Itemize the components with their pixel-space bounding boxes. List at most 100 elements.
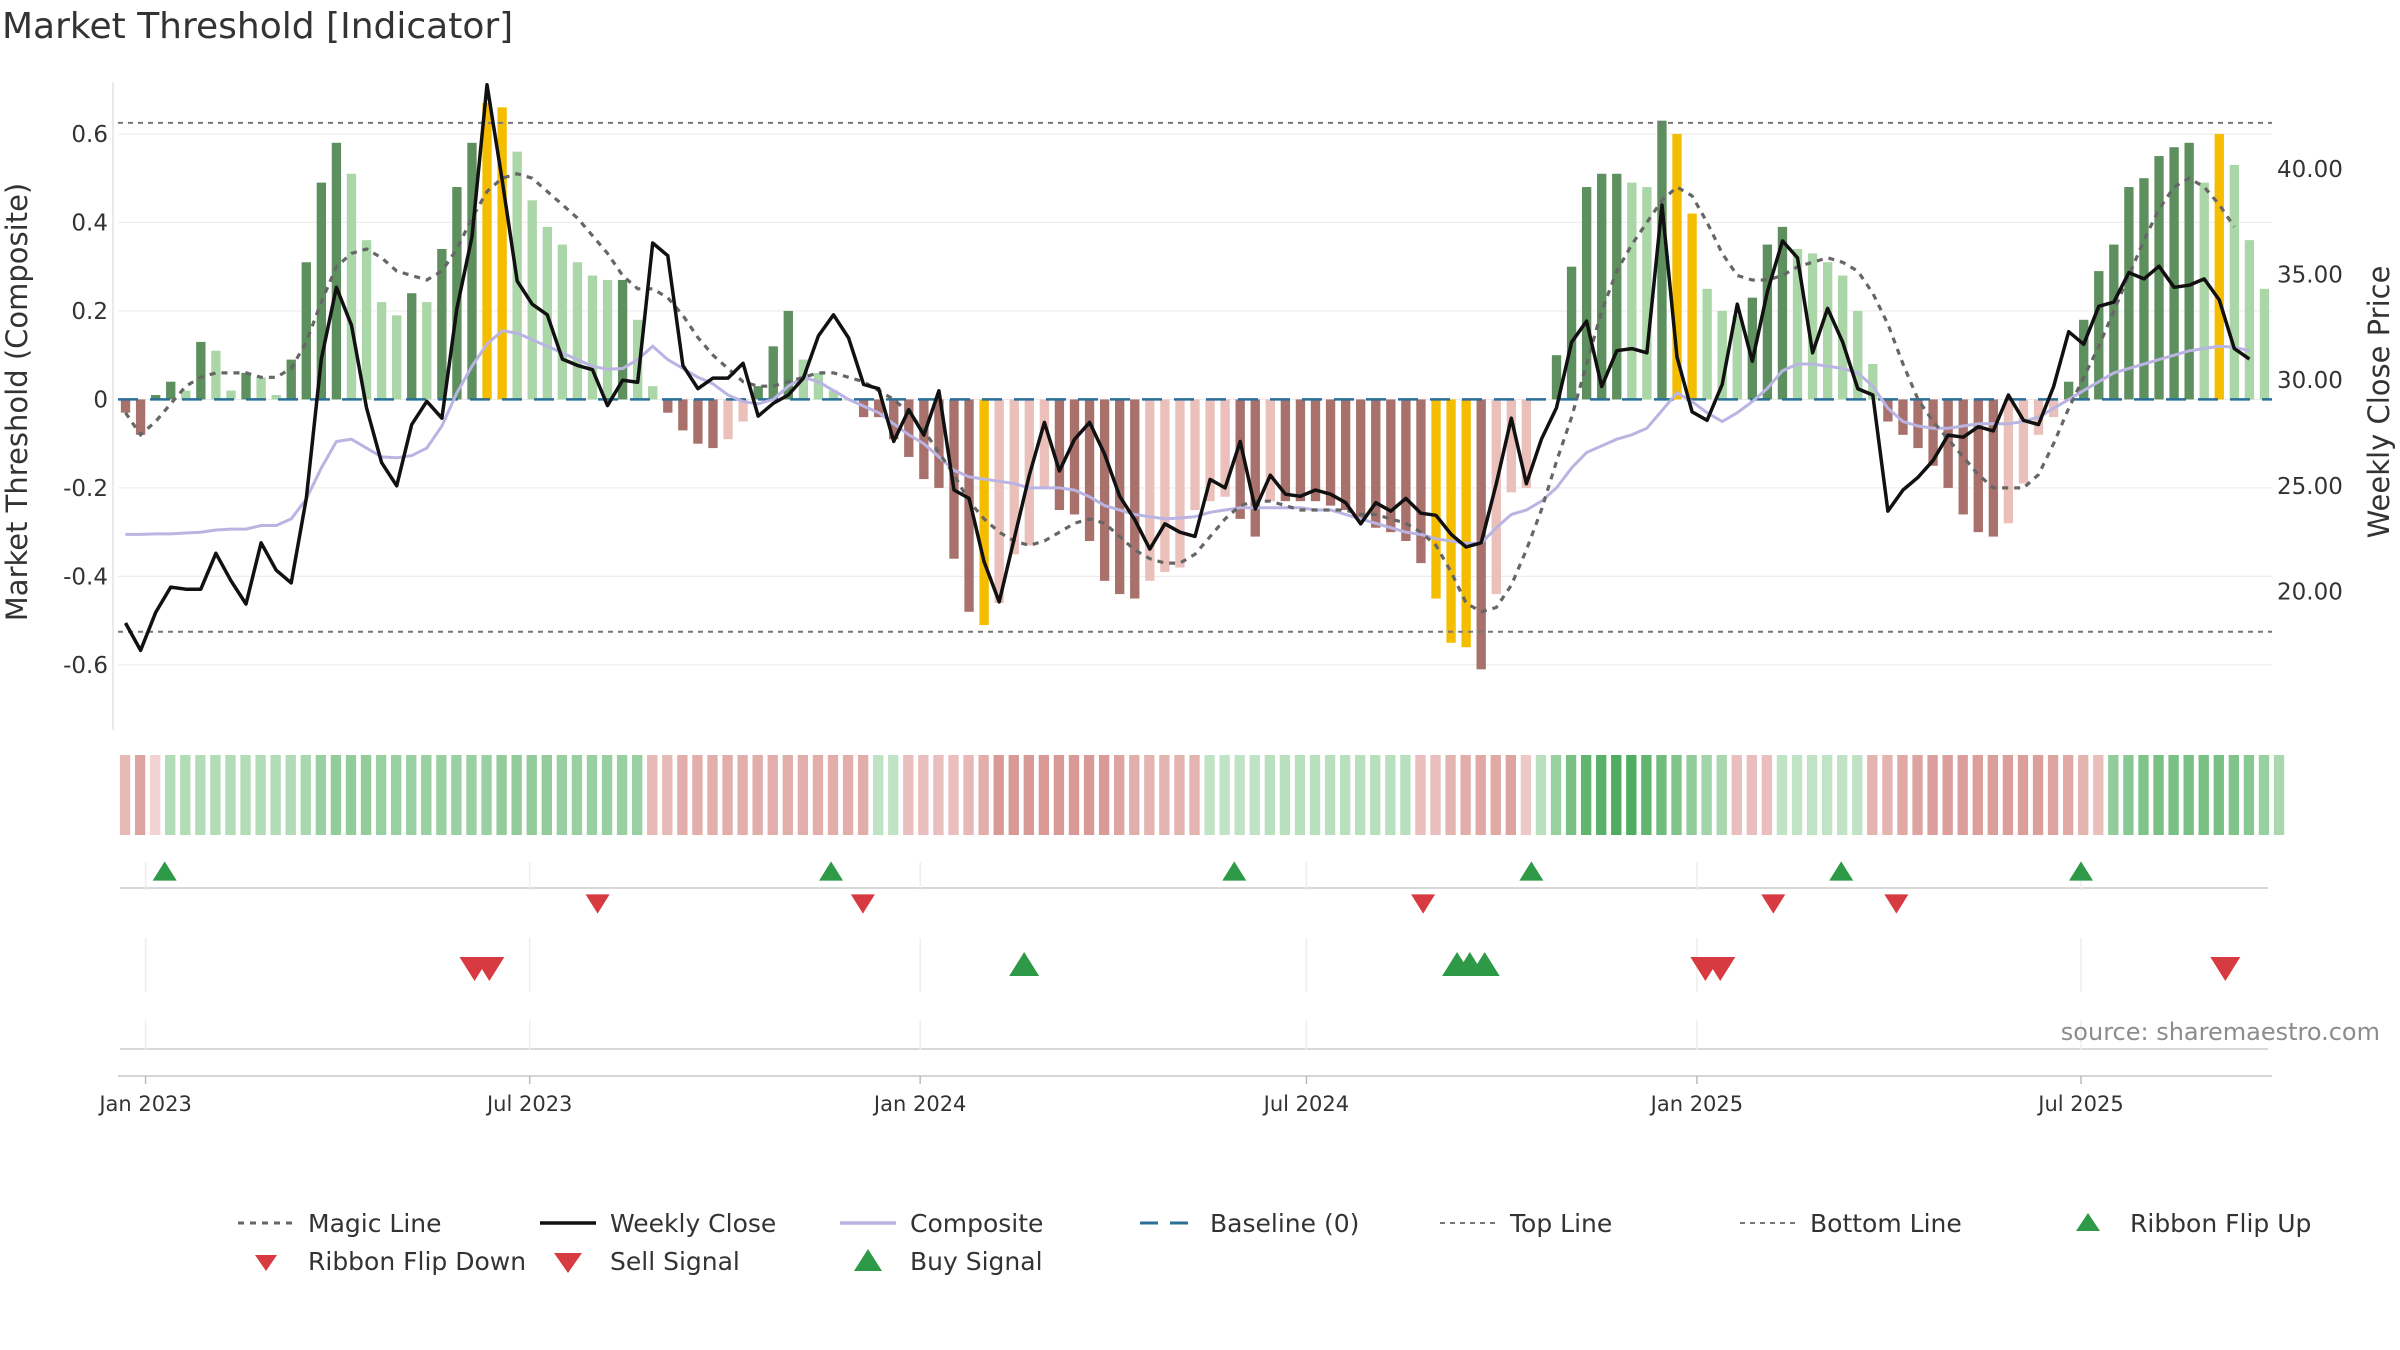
ribbon-cell	[903, 755, 914, 835]
ribbon-cell	[1806, 755, 1818, 835]
composite-bar	[2139, 178, 2149, 400]
legend-label: Magic Line	[308, 1209, 442, 1238]
composite-bar	[2169, 147, 2179, 400]
ribbon-cell	[1716, 755, 1727, 835]
ribbon-flip-down-marker	[850, 894, 875, 914]
ribbon-cell	[857, 755, 869, 835]
composite-bar	[1551, 355, 1562, 400]
composite-bar	[1868, 364, 1878, 400]
ribbon-cell	[1596, 755, 1607, 835]
ribbon-cell	[195, 755, 206, 835]
composite-bar	[1717, 310, 1727, 400]
composite-bar	[904, 399, 914, 457]
ribbon-cell	[1626, 755, 1637, 835]
ribbon-cell	[1776, 755, 1788, 835]
composite-bar	[768, 346, 778, 400]
weekly-close-line	[123, 82, 2251, 653]
composite-bar	[437, 248, 447, 400]
composite-bar	[1566, 266, 1577, 400]
legend-item: Ribbon Flip Up	[2076, 1209, 2311, 1238]
ribbon-cell	[1957, 755, 1968, 835]
ribbon-cell	[1505, 755, 1516, 835]
legend-label: Sell Signal	[610, 1247, 740, 1276]
ribbon-cell	[2198, 755, 2209, 835]
composite-bar	[1099, 399, 1110, 581]
composite-bar	[1838, 275, 1848, 400]
composite-bar	[241, 372, 251, 400]
ribbon-cell	[616, 755, 628, 835]
ribbon-cell	[767, 755, 778, 835]
ribbon-cell	[481, 755, 492, 835]
composite-bar	[2124, 187, 2134, 400]
ribbon-cell	[1701, 755, 1712, 835]
composite-bar	[1190, 399, 1200, 511]
ribbon-cell	[2078, 755, 2089, 835]
ribbon-cell	[1927, 755, 1938, 835]
ribbon-cell	[737, 755, 748, 835]
ribbon	[119, 755, 2285, 835]
ribbon-cell	[1641, 755, 1652, 835]
composite-bar	[1160, 399, 1170, 572]
legend-swatch	[854, 1249, 882, 1271]
ribbon-cell	[421, 755, 432, 835]
y-tick-label: -0.4	[63, 564, 108, 590]
composite-bar	[497, 107, 507, 400]
ribbon-cell	[1761, 755, 1773, 835]
composite-bar	[2018, 399, 2029, 484]
composite-bar	[181, 390, 191, 400]
ribbon-cell	[1068, 755, 1080, 835]
ribbon-flip-down-marker	[585, 894, 610, 914]
composite-bar	[226, 390, 236, 400]
composite-bar	[1084, 399, 1095, 542]
ribbon-cell	[1189, 755, 1200, 835]
composite-bar	[346, 173, 357, 400]
ribbon-cell	[1475, 755, 1486, 835]
legend-item: Composite	[840, 1209, 1043, 1238]
buy-signal-marker	[1009, 952, 1040, 976]
ribbon-cell	[1098, 755, 1110, 835]
composite-bar	[1702, 288, 1712, 400]
ribbon-cell	[2108, 755, 2119, 835]
ribbon-cell	[119, 755, 131, 835]
legend-label: Bottom Line	[1810, 1209, 1962, 1238]
ribbon-cell	[1445, 755, 1456, 835]
ribbon-cell	[692, 755, 703, 835]
ribbon-flip-down-marker	[1411, 894, 1436, 914]
composite-bar	[1250, 399, 1260, 537]
ribbon-cell	[330, 755, 342, 835]
ribbon-cell	[662, 755, 673, 835]
composite-bar	[587, 275, 598, 400]
composite-bar	[316, 182, 327, 400]
composite-bar	[648, 386, 658, 400]
chart-title: Market Threshold [Indicator]	[2, 6, 513, 47]
y-tick-label: 0.6	[71, 122, 108, 148]
ribbon-flip-down-marker	[1884, 894, 1909, 914]
ribbon-flip-up-marker	[819, 861, 844, 881]
composite-bar	[1958, 399, 1968, 515]
composite-bar	[723, 399, 733, 440]
y2-tick-label: 20.00	[2277, 579, 2343, 605]
composite-bar	[2094, 271, 2104, 400]
composite-bar	[1898, 399, 1908, 435]
composite-bar	[301, 262, 311, 400]
composite-bar	[211, 350, 221, 400]
y-tick-label: 0.4	[71, 210, 108, 236]
composite-bar	[1476, 399, 1486, 670]
composite-bar	[1325, 399, 1336, 506]
ribbon-cell	[632, 755, 643, 835]
ribbon-cell	[1460, 755, 1471, 835]
composite-bar	[1039, 399, 1050, 488]
composite-bar	[166, 381, 176, 400]
ribbon-cell	[1159, 755, 1170, 835]
ribbon-cell	[180, 755, 191, 835]
composite-bar	[1581, 187, 1592, 400]
composite-bar	[1356, 399, 1366, 519]
ribbon-cell	[1535, 755, 1547, 835]
composite-bar	[874, 399, 884, 418]
composite-bar	[2003, 399, 2014, 524]
composite-bar	[1642, 187, 1652, 400]
composite-bar	[979, 399, 989, 626]
composite-bar	[858, 399, 869, 418]
legend-label: Top Line	[1509, 1209, 1612, 1238]
legend-swatch	[554, 1253, 582, 1273]
